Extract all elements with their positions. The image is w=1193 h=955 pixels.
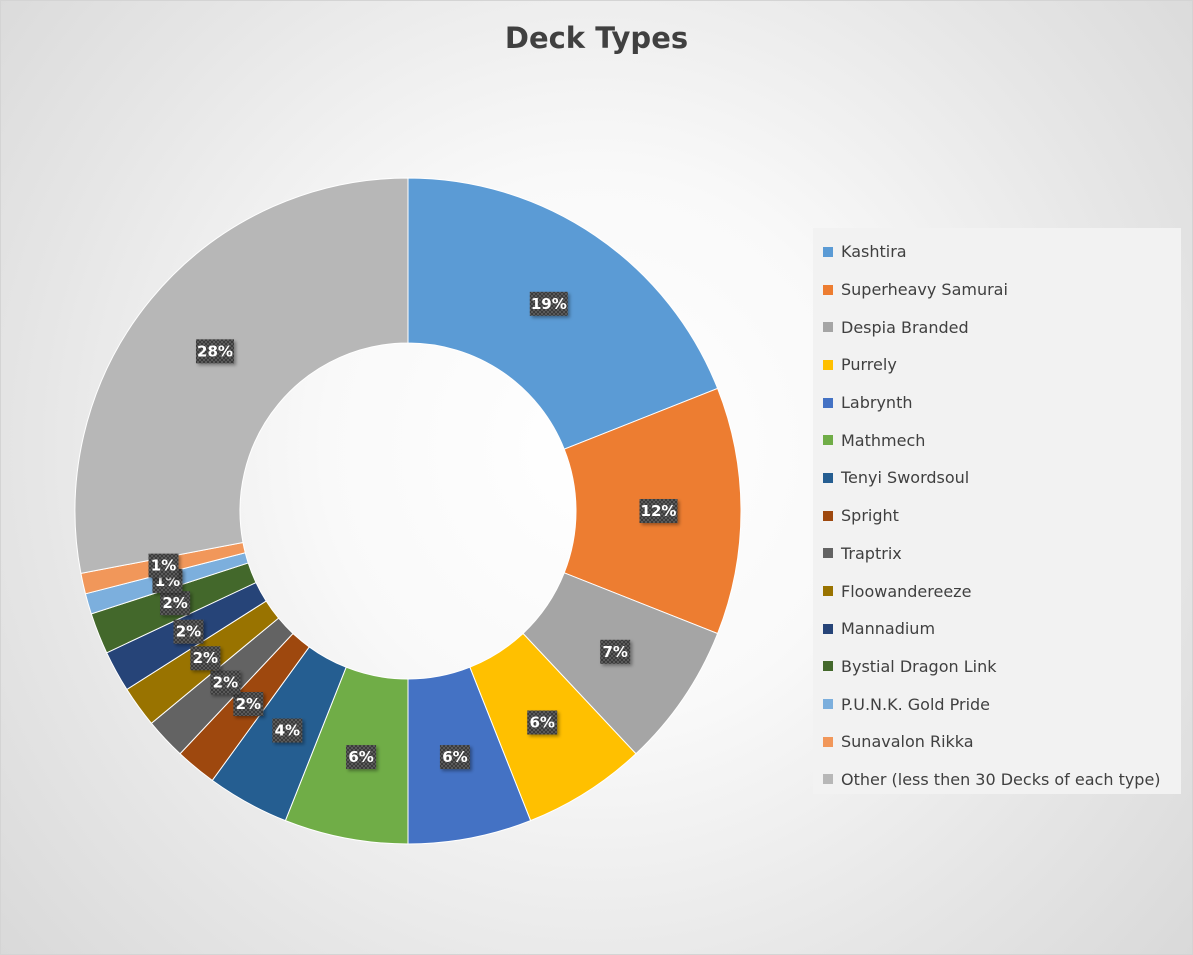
legend-swatch bbox=[823, 322, 833, 333]
legend-item-kashtira: Kashtira bbox=[813, 233, 1181, 271]
svg-text:6%: 6% bbox=[348, 748, 373, 766]
legend-item-floowandereeze: Floowandereeze bbox=[813, 572, 1181, 610]
legend-label: Other (less then 30 Decks of each type) bbox=[841, 769, 1161, 789]
legend-swatch bbox=[823, 397, 833, 408]
chart-title: Deck Types bbox=[504, 21, 689, 55]
legend-item-spright: Spright bbox=[813, 497, 1181, 535]
svg-text:4%: 4% bbox=[275, 722, 300, 740]
svg-text:6%: 6% bbox=[529, 714, 554, 732]
legend-swatch bbox=[823, 736, 833, 747]
legend-label: Superheavy Samurai bbox=[841, 280, 1008, 300]
legend-item-labrynth: Labrynth bbox=[813, 384, 1181, 422]
data-label-superheavy-samurai: 12% bbox=[639, 499, 678, 523]
svg-text:19%: 19% bbox=[531, 295, 567, 313]
legend-item-p-u-n-k-gold-pride: P.U.N.K. Gold Pride bbox=[813, 685, 1181, 723]
svg-text:2%: 2% bbox=[162, 594, 187, 612]
data-label-mannadium: 2% bbox=[173, 619, 204, 644]
data-label-spright: 2% bbox=[233, 692, 264, 717]
svg-text:28%: 28% bbox=[197, 342, 233, 360]
legend-swatch bbox=[823, 661, 833, 672]
slice-other-less-then-30-decks-of-each-type bbox=[74, 177, 409, 574]
legend-swatch bbox=[823, 774, 833, 785]
legend-item-superheavy-samurai: Superheavy Samurai bbox=[813, 271, 1181, 309]
legend-label: Labrynth bbox=[841, 393, 913, 413]
legend-swatch bbox=[823, 548, 833, 559]
legend-swatch bbox=[823, 472, 833, 483]
legend-swatch bbox=[823, 586, 833, 597]
legend-item-tenyi-swordsoul: Tenyi Swordsoul bbox=[813, 459, 1181, 497]
legend-label: Sunavalon Rikka bbox=[841, 732, 974, 752]
data-label-purrely: 6% bbox=[527, 710, 558, 735]
svg-text:2%: 2% bbox=[193, 649, 218, 667]
legend-label: Bystial Dragon Link bbox=[841, 656, 997, 676]
data-label-mathmech: 6% bbox=[346, 745, 377, 770]
legend-label: Traptrix bbox=[841, 543, 902, 563]
svg-text:1%: 1% bbox=[151, 557, 176, 575]
svg-text:2%: 2% bbox=[176, 623, 201, 641]
data-label-labrynth: 6% bbox=[439, 745, 470, 770]
svg-text:12%: 12% bbox=[641, 502, 677, 520]
legend-item-mannadium: Mannadium bbox=[813, 610, 1181, 648]
data-label-despia-branded: 7% bbox=[600, 639, 631, 664]
legend-swatch bbox=[823, 435, 833, 446]
legend-label: Mathmech bbox=[841, 430, 926, 450]
legend-item-purrely: Purrely bbox=[813, 346, 1181, 384]
data-label-sunavalon-rikka: 1% bbox=[148, 553, 179, 578]
legend-swatch bbox=[823, 284, 833, 295]
legend-item-traptrix: Traptrix bbox=[813, 535, 1181, 573]
legend-swatch bbox=[823, 623, 833, 634]
legend-label: Tenyi Swordsoul bbox=[841, 468, 970, 488]
legend-label: Floowandereeze bbox=[841, 581, 972, 601]
legend-item-despia-branded: Despia Branded bbox=[813, 308, 1181, 346]
data-label-other-less-then-30-decks-of-each-type: 28% bbox=[195, 339, 234, 364]
legend-item-bystial-dragon-link: Bystial Dragon Link bbox=[813, 648, 1181, 686]
legend-swatch bbox=[823, 359, 833, 370]
data-label-kashtira: 19% bbox=[529, 291, 568, 316]
legend-swatch bbox=[823, 510, 833, 521]
svg-text:7%: 7% bbox=[602, 643, 627, 661]
legend-label: Purrely bbox=[841, 355, 897, 375]
svg-text:2%: 2% bbox=[236, 695, 261, 713]
legend-label: P.U.N.K. Gold Pride bbox=[841, 694, 991, 714]
legend-item-mathmech: Mathmech bbox=[813, 421, 1181, 459]
legend-item-other-less-then-30-decks-of-each-type: Other (less then 30 Decks of each type) bbox=[813, 761, 1181, 799]
legend-swatch bbox=[823, 246, 833, 257]
legend: Kashtira Superheavy Samurai Despia Branded… bbox=[813, 228, 1181, 794]
data-label-floowandereeze: 2% bbox=[190, 646, 221, 671]
legend-item-sunavalon-rikka: Sunavalon Rikka bbox=[813, 723, 1181, 761]
legend-swatch bbox=[823, 699, 833, 710]
svg-text:6%: 6% bbox=[442, 748, 467, 766]
legend-label: Despia Branded bbox=[841, 317, 969, 337]
legend-label: Kashtira bbox=[841, 242, 907, 262]
legend-label: Mannadium bbox=[841, 619, 936, 639]
svg-text:2%: 2% bbox=[213, 673, 238, 691]
data-label-tenyi-swordsoul: 4% bbox=[272, 718, 303, 743]
data-label-bystial-dragon-link: 2% bbox=[160, 591, 191, 616]
legend-label: Spright bbox=[841, 506, 899, 526]
data-label-traptrix: 2% bbox=[210, 670, 241, 695]
